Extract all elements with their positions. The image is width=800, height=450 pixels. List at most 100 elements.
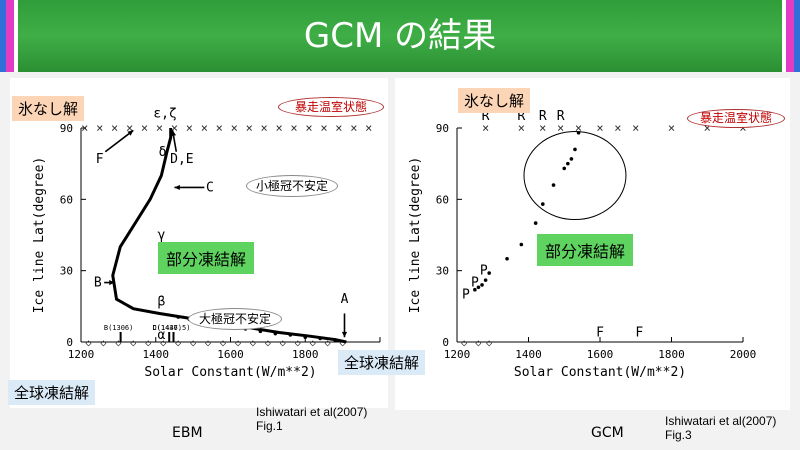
citation-left: Ishiwatari et al(2007) Fig.1: [256, 405, 367, 433]
ebm-bottom-marker: ◇: [130, 338, 136, 349]
ebm-top-marker: ×: [320, 121, 327, 135]
ebm-bottom-marker: ◇: [340, 338, 346, 349]
ebm-tick-note-label: B(1306): [104, 324, 134, 332]
ebm-top-marker: ×: [365, 121, 372, 135]
ebm-top-marker: ×: [305, 121, 312, 135]
ebm-top-marker: ×: [246, 121, 253, 135]
ebm-point-label: B: [94, 276, 102, 291]
ebm-point-label: δ: [159, 145, 167, 160]
gcm-point-label: R: [557, 109, 565, 124]
gcm-data-point: [519, 242, 524, 247]
gcm-point-label: F: [596, 325, 604, 340]
ebm-bottom-marker: ◇: [85, 338, 91, 349]
gcm-x-axis-label: Solar Constant(W/m**2): [514, 365, 686, 380]
gcm-data-point: [533, 221, 538, 225]
gcm-x-tick-label: 1400: [515, 348, 542, 361]
ebm-top-marker: ×: [81, 121, 88, 135]
ebm-bottom-marker: ◇: [325, 338, 331, 349]
gcm-data-point: [562, 166, 567, 171]
ebm-bottom-marker: ◇: [160, 338, 166, 349]
full-frozen-label-left: 全球凍結解: [8, 380, 96, 405]
gcm-top-marker: ×: [596, 121, 603, 135]
ebm-point-label: γ: [157, 228, 165, 243]
partial-frozen-label-left: 部分凍結解: [158, 242, 255, 274]
ebm-top-marker: ×: [186, 121, 193, 135]
citation-left-line1: Ishiwatari et al(2007): [256, 405, 368, 419]
gcm-top-marker: ×: [557, 121, 564, 135]
ebm-point-label: D,E: [170, 152, 193, 167]
gcm-data-point: [569, 157, 574, 161]
gcm-top-marker: ×: [614, 121, 621, 135]
ebm-x-tick-label: 1600: [217, 348, 244, 361]
ebm-arrow-f-head: [127, 130, 134, 136]
citation-left-line2: Fig.1: [256, 419, 283, 433]
ebm-arrow-de-head: [170, 130, 177, 137]
ebm-top-marker: ×: [290, 121, 297, 135]
ebm-y-tick-label: 0: [66, 336, 73, 349]
gcm-top-marker: ×: [668, 121, 675, 135]
ebm-curve-dot: [303, 335, 308, 340]
no-ice-label-right: 氷なし解: [458, 88, 531, 113]
ebm-equilibrium-curve: [111, 128, 347, 344]
runaway-oval-right: 暴走温室状態: [687, 109, 785, 128]
ebm-bottom-marker: ◇: [250, 338, 256, 349]
title-banner: GCM の結果: [0, 0, 800, 72]
gcm-top-marker: ×: [518, 121, 525, 135]
ebm-tick-note-label: C(1447.5): [153, 324, 191, 332]
ebm-top-marker: ×: [126, 121, 133, 135]
gcm-chart: 1200 1400 1600 1800 2000 0 30 60 90 Solar Constan…: [408, 109, 756, 380]
ebm-bottom-marker: ◇: [190, 338, 196, 349]
ebm-bottom-marker: ◇: [310, 338, 316, 349]
ebm-top-marker: ×: [96, 121, 103, 135]
gcm-y-tick-label: 60: [436, 193, 449, 206]
banner-background: [0, 0, 800, 72]
ebm-tick-note-label: D(1436): [152, 324, 182, 332]
ebm-bottom-marker: ◇: [100, 338, 106, 349]
ebm-top-marker: ×: [350, 121, 357, 135]
gcm-data-point: [551, 183, 556, 187]
ebm-top-marker: ×: [201, 121, 208, 135]
gcm-top-marker: ×: [575, 121, 582, 135]
ebm-top-marker: ×: [231, 121, 238, 135]
ebm-point-label: ε,ζ: [153, 107, 176, 122]
gcm-data-point: [573, 147, 577, 152]
gcm-top-marker: ×: [539, 121, 546, 135]
ebm-bottom-marker: ◇: [235, 338, 241, 349]
gcm-highlight-circle: [523, 131, 627, 221]
ebm-point-label: α: [157, 328, 165, 343]
gcm-data-point: [541, 202, 545, 206]
ebm-curve-dot: [176, 315, 180, 319]
ebm-top-marker: ×: [275, 121, 282, 135]
ebm-x-axis-label: Solar Constant(W/m**2): [144, 365, 316, 380]
gcm-y-tick-label: 90: [436, 122, 449, 135]
gcm-top-marker: ×: [482, 121, 489, 135]
ebm-top-marker: ×: [261, 121, 268, 135]
ebm-arrow-c-head: [174, 184, 180, 191]
ebm-curve-dot: [258, 329, 263, 334]
large-cap-unstable-oval: 大極冠不安定: [188, 308, 282, 330]
ebm-top-marker: ×: [156, 121, 163, 135]
ebm-y-tick-label: 90: [60, 122, 73, 135]
ebm-bottom-marker: ◇: [295, 338, 301, 349]
gcm-point-label: P: [471, 276, 479, 291]
ebm-bottom-marker: ◇: [145, 338, 151, 349]
ebm-bottom-marker: ◇: [220, 338, 226, 349]
ebm-arrow-f: [104, 129, 134, 153]
ebm-point-label: C: [206, 180, 214, 195]
ebm-point-label: F: [96, 152, 104, 167]
no-ice-label-left: 氷なし解: [12, 96, 85, 121]
ebm-bottom-marker: ◇: [115, 338, 121, 349]
ebm-y-tick-label: 60: [60, 193, 73, 206]
ebm-arrow-b-head: [109, 279, 115, 286]
gcm-bottom-marker: ◇: [461, 338, 467, 349]
banner-stripe-left: [0, 0, 18, 72]
small-cap-unstable-oval: 小極冠不安定: [246, 175, 338, 197]
partial-frozen-label-right: 部分凍結解: [537, 234, 634, 266]
ebm-x-tick-label: 1800: [292, 348, 319, 361]
gcm-data-point: [476, 285, 481, 290]
ebm-curve-dot: [333, 338, 337, 342]
ebm-caption: EBM: [172, 425, 203, 441]
gcm-data-point: [505, 256, 509, 261]
gcm-point-label: P: [480, 264, 488, 279]
